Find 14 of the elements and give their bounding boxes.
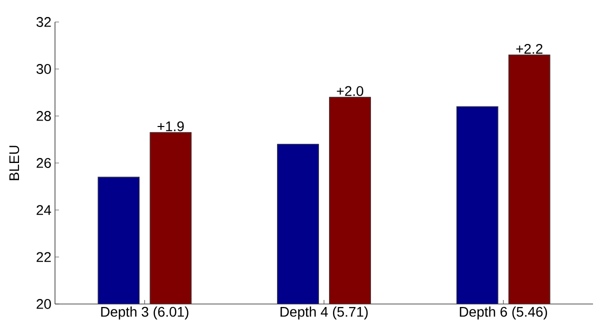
y-tick-label: 22	[36, 252, 51, 262]
annotation: +2.2	[516, 44, 542, 54]
x-tick-label: Depth 4 (5.71)	[280, 306, 368, 320]
y-tick-label: 28	[36, 111, 51, 121]
x-tick-label: Depth 3 (6.01)	[101, 306, 188, 320]
annotation: +1.9	[158, 121, 184, 132]
y-tick-label: 24	[36, 205, 52, 215]
x-tick-label: Depth 6 (5.46)	[460, 306, 548, 320]
annotation: +2.0	[336, 86, 364, 96]
y-tick-label: 32	[36, 17, 51, 27]
y-axis-title: BLEU	[9, 146, 20, 180]
y-tick-label: 30	[36, 64, 51, 74]
y-tick-label: 20	[36, 299, 51, 309]
y-tick-label: 26	[36, 158, 51, 168]
